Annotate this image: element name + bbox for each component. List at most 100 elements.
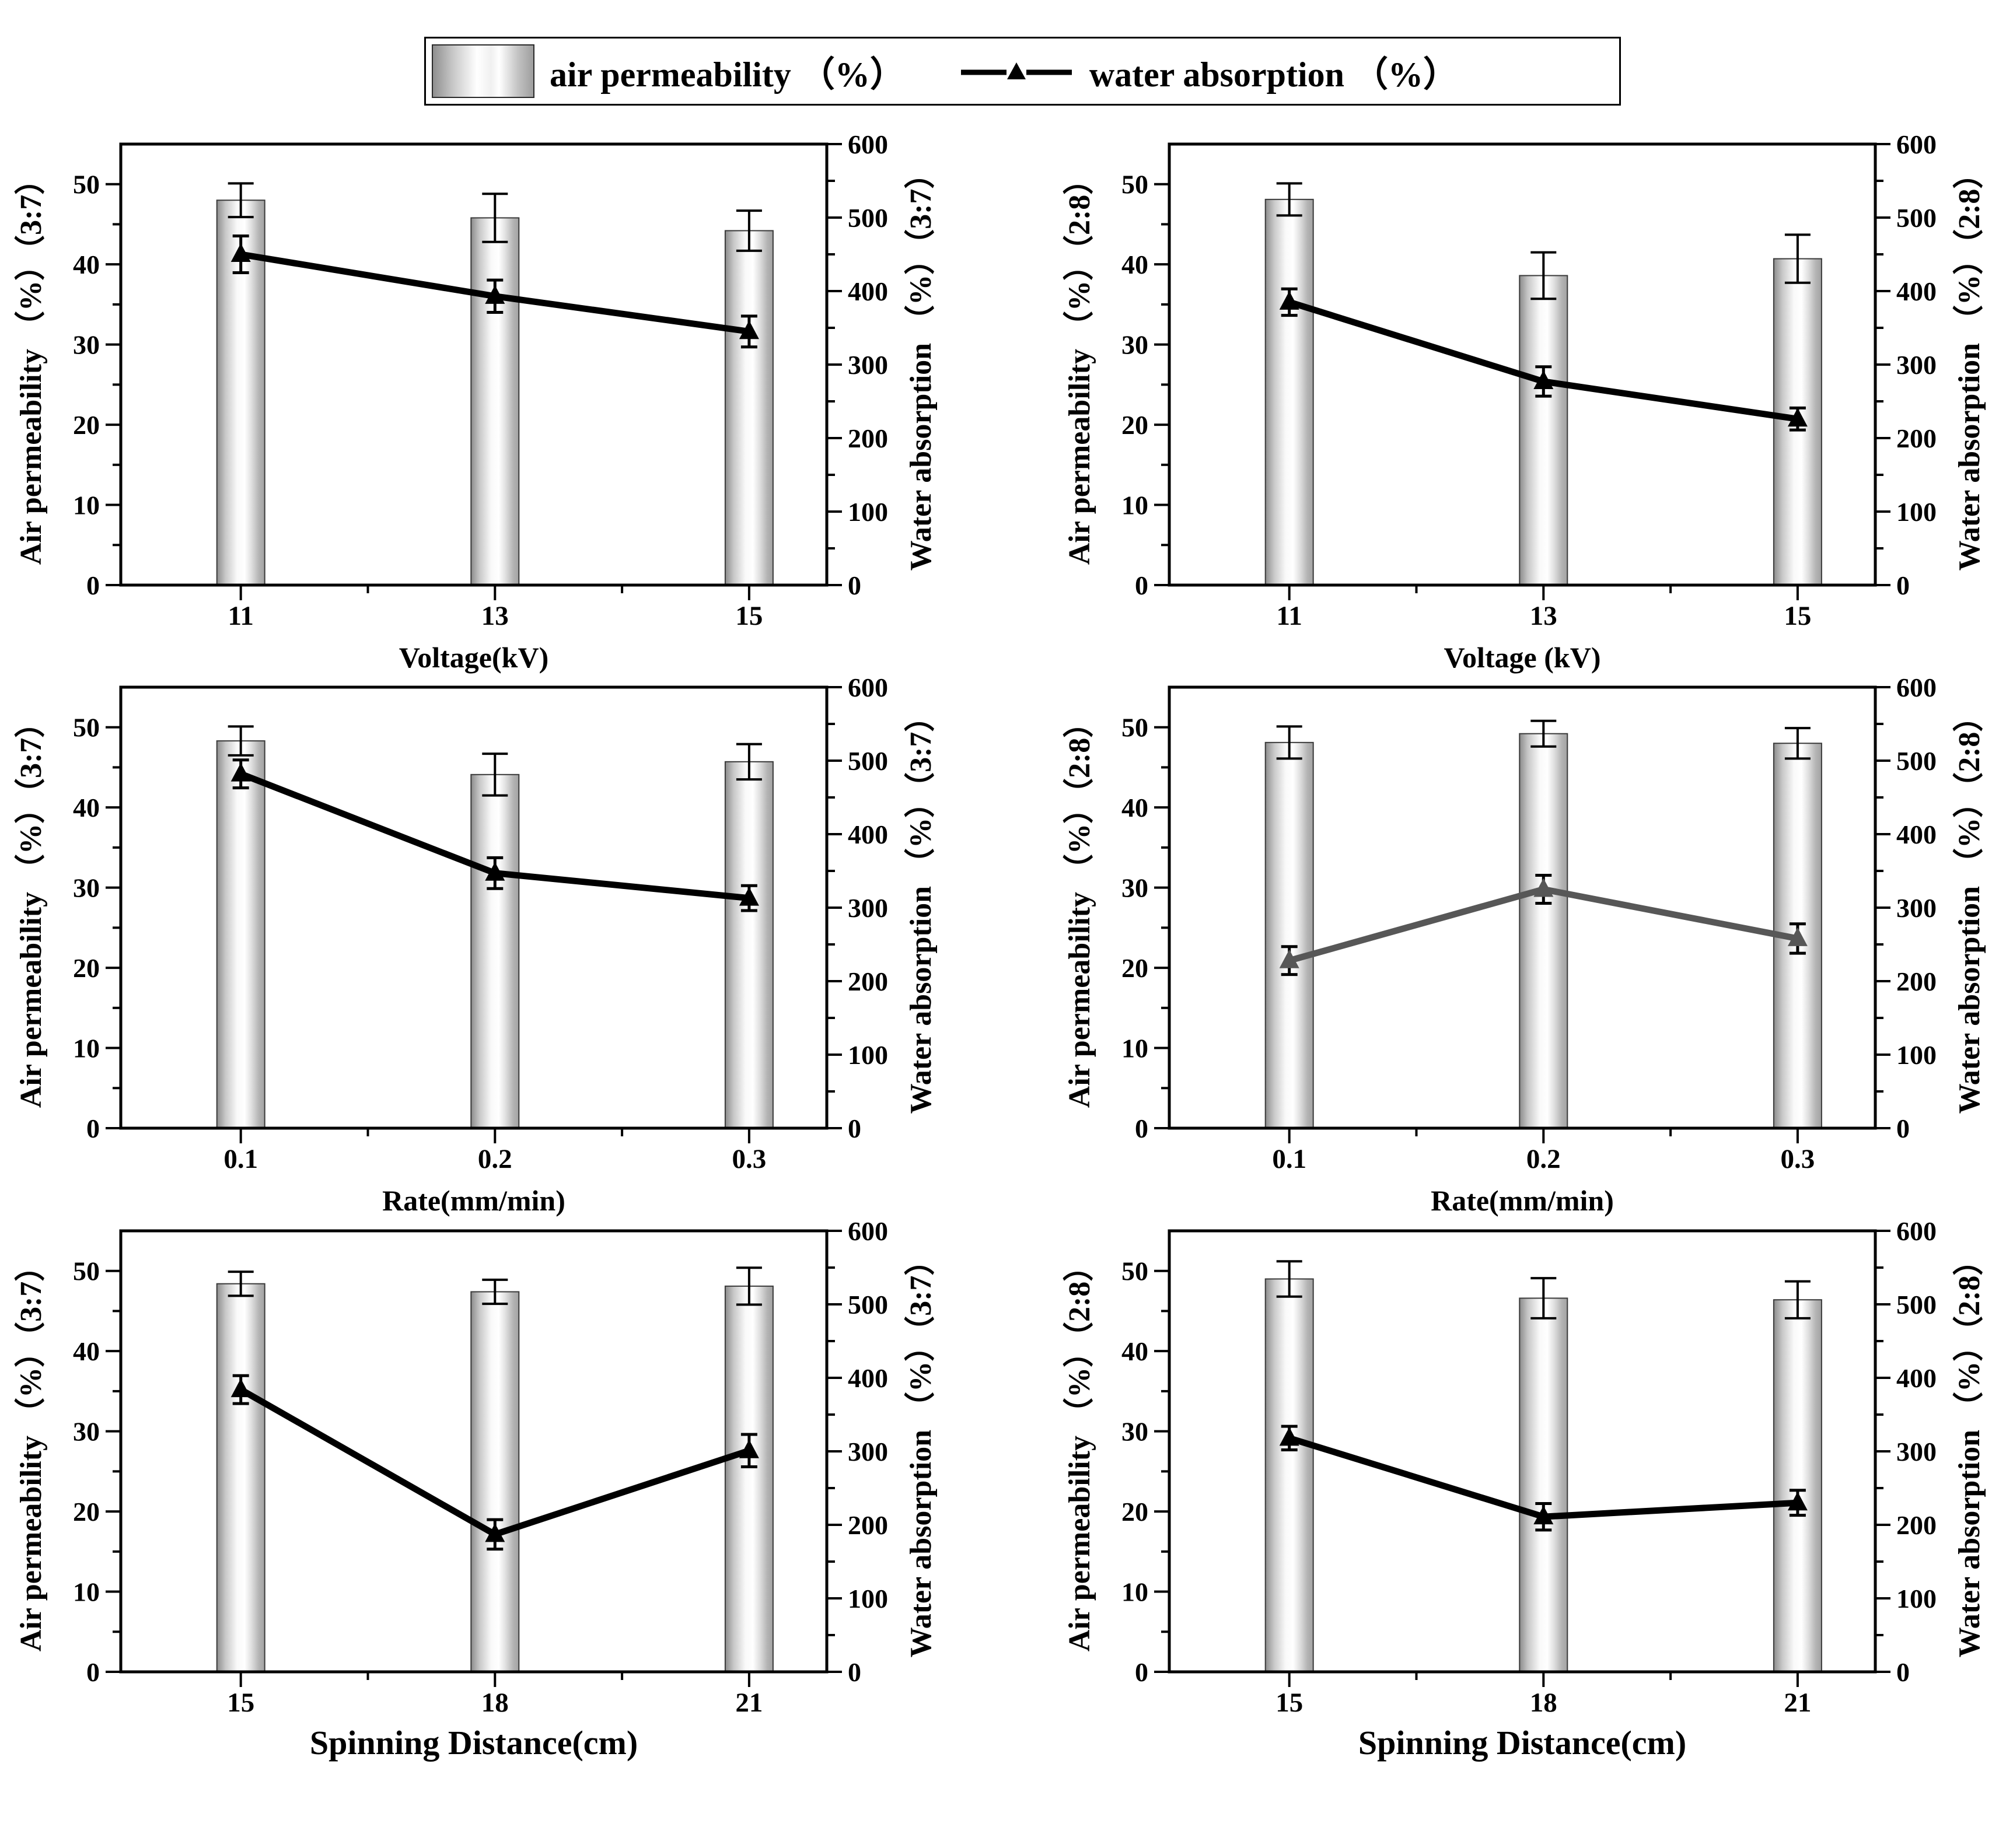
left-axis-title: Air permeability （%）（2:8） bbox=[1063, 164, 1096, 565]
right-tick-label: 600 bbox=[848, 130, 888, 159]
right-tick-label: 400 bbox=[848, 1363, 888, 1393]
triangle-markers bbox=[230, 1378, 759, 1542]
left-tick-label: 20 bbox=[73, 410, 100, 440]
right-tick-label: 200 bbox=[848, 424, 888, 453]
right-tick-label: 200 bbox=[848, 1510, 888, 1540]
left-tick-label: 50 bbox=[1121, 713, 1148, 743]
right-tick-label: 400 bbox=[848, 276, 888, 306]
left-axis: 0 10 20 30 40 50 bbox=[73, 1256, 121, 1687]
right-tick-label: 300 bbox=[848, 350, 888, 380]
left-tick-label: 50 bbox=[73, 1256, 100, 1286]
bar bbox=[724, 761, 774, 1129]
x-tick-label: 21 bbox=[1784, 1688, 1811, 1718]
right-tick-label: 500 bbox=[1896, 203, 1937, 233]
right-tick-label: 500 bbox=[848, 1290, 888, 1320]
bar bbox=[1773, 1299, 1822, 1672]
left-axis-title: Air permeability （%）（3:7） bbox=[14, 708, 48, 1108]
bar bbox=[216, 740, 265, 1129]
left-tick-label: 40 bbox=[73, 250, 100, 279]
left-tick-label: 40 bbox=[1121, 793, 1148, 822]
x-tick-label: 21 bbox=[735, 1688, 763, 1718]
bar bbox=[1264, 198, 1314, 586]
left-tick-label: 10 bbox=[73, 1034, 100, 1063]
figure-page: { "legend": { "bar_label": "air permeabi… bbox=[14, 37, 1986, 1762]
right-axis: 0 100 200 300 400 500 600 bbox=[1875, 1216, 1937, 1687]
bar bbox=[1519, 733, 1568, 1129]
left-tick-label: 0 bbox=[1135, 1114, 1148, 1143]
x-tick-label: 0.2 bbox=[1526, 1144, 1561, 1174]
left-tick-label: 20 bbox=[73, 1497, 100, 1527]
left-tick-label: 30 bbox=[73, 330, 100, 360]
left-axis: 0 10 20 30 40 50 bbox=[1121, 1256, 1169, 1687]
left-tick-label: 40 bbox=[1121, 250, 1148, 279]
triangle-marker-icon bbox=[485, 285, 505, 304]
left-tick-label: 0 bbox=[1135, 1657, 1148, 1687]
right-tick-label: 600 bbox=[1896, 1216, 1937, 1246]
x-tick-label: 0.2 bbox=[478, 1144, 512, 1174]
left-tick-label: 0 bbox=[86, 570, 100, 600]
right-tick-label: 300 bbox=[1896, 350, 1937, 380]
bar-error-bars bbox=[228, 725, 762, 797]
right-axis-title: Water absorption （%）（2:8） bbox=[1952, 159, 1986, 571]
bar-series bbox=[216, 200, 774, 586]
left-axis: 0 10 20 30 40 50 bbox=[1121, 170, 1169, 600]
left-axis: 0 10 20 30 40 50 bbox=[73, 713, 121, 1143]
legend-line-label: water absorption （%） bbox=[1089, 55, 1459, 94]
x-tick-label: 11 bbox=[1276, 601, 1302, 631]
left-tick-label: 0 bbox=[1135, 570, 1148, 600]
bar-series bbox=[1264, 733, 1822, 1129]
bar-error-bars bbox=[228, 1266, 762, 1306]
right-tick-label: 100 bbox=[1896, 497, 1937, 527]
triangle-marker-icon bbox=[739, 1439, 759, 1458]
bar bbox=[724, 1285, 774, 1673]
triangle-marker-icon bbox=[1533, 1506, 1554, 1525]
left-tick-label: 30 bbox=[1121, 330, 1148, 360]
right-axis: 0 100 200 300 400 500 600 bbox=[1875, 130, 1937, 600]
right-tick-label: 100 bbox=[1896, 1040, 1937, 1070]
right-tick-label: 600 bbox=[1896, 130, 1937, 159]
triangle-markers bbox=[1279, 290, 1808, 427]
left-tick-label: 50 bbox=[73, 170, 100, 200]
bottom-axis: 0.1 0.2 0.3 bbox=[223, 1128, 766, 1174]
right-tick-label: 400 bbox=[1896, 820, 1937, 849]
right-tick-label: 300 bbox=[1896, 893, 1937, 923]
left-axis-title: Air permeability （%）（3:7） bbox=[14, 164, 48, 565]
x-tick-label: 18 bbox=[1530, 1688, 1557, 1718]
right-axis: 0 100 200 300 400 500 600 bbox=[1875, 673, 1937, 1143]
x-axis-title: Voltage (kV) bbox=[1444, 641, 1601, 674]
bar bbox=[470, 774, 520, 1129]
bottom-axis: 15 18 21 bbox=[1275, 1672, 1811, 1718]
right-tick-label: 200 bbox=[1896, 967, 1937, 996]
bar bbox=[470, 1291, 520, 1672]
triangle-markers bbox=[1279, 878, 1808, 968]
x-tick-label: 15 bbox=[735, 601, 763, 631]
bar bbox=[1519, 275, 1568, 586]
left-tick-label: 20 bbox=[73, 953, 100, 983]
x-axis-title: Rate(mm/min) bbox=[382, 1184, 565, 1217]
x-tick-label: 0.3 bbox=[1781, 1144, 1815, 1174]
left-tick-label: 0 bbox=[86, 1657, 100, 1687]
triangle-marker-icon bbox=[1279, 1427, 1299, 1446]
left-axis-title: Air permeability （%）（3:7） bbox=[14, 1251, 48, 1652]
left-tick-label: 20 bbox=[1121, 1497, 1148, 1527]
right-axis-title: Water absorption （%）（2:8） bbox=[1952, 702, 1986, 1114]
triangle-markers bbox=[1279, 1427, 1808, 1525]
right-tick-label: 500 bbox=[848, 203, 888, 233]
left-tick-label: 30 bbox=[73, 873, 100, 903]
bottom-axis: 11 13 15 bbox=[228, 585, 763, 631]
x-tick-label: 0.1 bbox=[223, 1144, 258, 1174]
left-tick-label: 10 bbox=[1121, 1577, 1148, 1607]
left-tick-label: 10 bbox=[1121, 1034, 1148, 1063]
left-tick-label: 10 bbox=[73, 1577, 100, 1607]
x-tick-label: 0.1 bbox=[1272, 1144, 1306, 1174]
line-triangle-marker-icon bbox=[960, 62, 1072, 79]
right-tick-label: 400 bbox=[1896, 1363, 1937, 1393]
left-axis: 0 10 20 30 40 50 bbox=[1121, 713, 1169, 1143]
right-tick-label: 100 bbox=[848, 497, 888, 527]
left-axis-title: Air permeability （%）（2:8） bbox=[1063, 708, 1096, 1108]
right-tick-label: 500 bbox=[1896, 1290, 1937, 1320]
x-tick-label: 15 bbox=[227, 1688, 254, 1718]
